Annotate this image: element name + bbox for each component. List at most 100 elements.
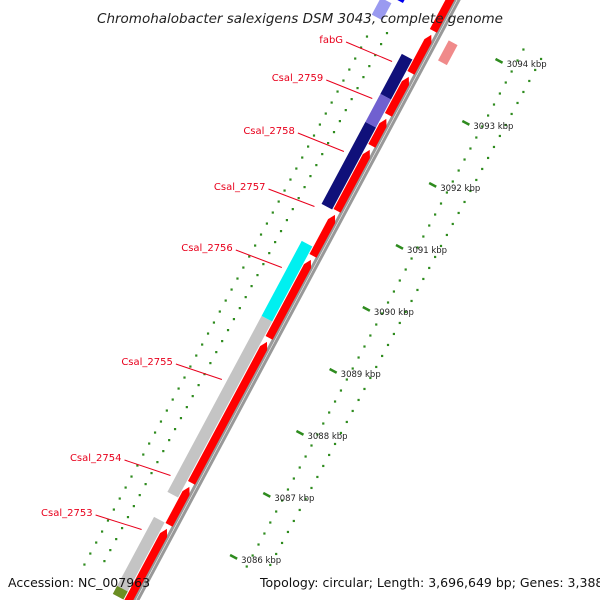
scale-dot	[112, 508, 115, 511]
scale-dot	[183, 376, 186, 379]
scale-dot	[498, 92, 501, 95]
scale-dot	[153, 431, 157, 434]
scale-dot	[103, 560, 106, 563]
scale-dot	[463, 158, 466, 161]
gene-block	[371, 0, 392, 21]
leader-line	[235, 249, 282, 268]
scale-dot	[498, 134, 501, 138]
scale-dot	[179, 417, 183, 420]
scale-dot	[534, 68, 537, 72]
scale-tick	[362, 305, 371, 312]
scale-tick-label: 3094 kbp	[507, 60, 547, 70]
scale-dot	[126, 516, 130, 519]
gene-label: Csal_2754	[70, 453, 122, 464]
scale-dot	[118, 497, 121, 500]
scale-dot	[504, 81, 507, 84]
scale-dot	[463, 200, 466, 204]
scale-dot	[120, 527, 124, 530]
scale-dot	[124, 486, 127, 489]
scale-dot	[142, 453, 145, 456]
scale-dot	[338, 120, 341, 123]
scale-dot	[298, 466, 301, 469]
scale-tick	[262, 491, 271, 498]
gene-arrow	[429, 0, 455, 33]
scale-dot	[356, 87, 359, 90]
scale-dot	[451, 222, 454, 226]
backbone-line	[136, 0, 461, 600]
gene-arrow	[309, 214, 336, 258]
scale-tick-label: 3090 kbp	[374, 308, 414, 318]
scale-dot	[369, 334, 372, 337]
leader-line	[326, 79, 373, 99]
scale-dot	[327, 142, 330, 145]
scale-dots	[83, 32, 543, 568]
gene-arrow	[384, 76, 410, 117]
scale-dot	[422, 235, 425, 238]
scale-tick-label: 3088 kbp	[307, 432, 347, 442]
scale-dot	[162, 450, 165, 453]
scale-dot	[245, 565, 248, 568]
gene-arrow	[368, 118, 387, 148]
scale-dot	[321, 153, 324, 156]
scale-dot	[309, 175, 312, 178]
scale-dot	[359, 46, 363, 49]
scale-dot	[315, 164, 318, 167]
scale-dot	[286, 488, 290, 491]
scale-dot	[259, 233, 263, 236]
scale-dot	[150, 472, 153, 475]
scale-dot	[298, 508, 301, 512]
gene-block	[397, 0, 405, 4]
scale-dot	[159, 420, 163, 423]
scale-dot	[410, 257, 413, 260]
label-leader-lines	[95, 41, 393, 530]
scale-dot	[109, 549, 112, 552]
scale-dot	[301, 156, 304, 159]
scale-dot	[106, 519, 110, 522]
scale-dot	[230, 288, 233, 291]
scale-dot	[232, 318, 236, 321]
leader-line	[175, 363, 223, 380]
scale-dot	[292, 519, 295, 523]
scale-dot	[333, 400, 337, 403]
scale-dot	[345, 378, 348, 381]
scale-dot	[289, 178, 292, 181]
gene-block	[438, 40, 458, 66]
scale-dot	[269, 563, 272, 567]
gene-arrow	[333, 149, 370, 213]
scale-dot	[398, 321, 401, 325]
scale-dot	[381, 312, 384, 315]
scale-dot	[100, 530, 104, 533]
scale-dot	[277, 200, 280, 203]
scale-dot	[487, 114, 490, 117]
scale-dot	[291, 208, 294, 211]
scale-dot	[385, 32, 389, 35]
scale-dot	[379, 43, 383, 46]
scale-dot	[351, 409, 354, 413]
scale-dot	[492, 145, 496, 149]
scale-dot	[89, 552, 92, 555]
gene-block	[112, 516, 165, 600]
scale-dot	[336, 90, 339, 93]
scale-dot	[165, 409, 168, 412]
scale-dot	[280, 541, 284, 545]
accession-text: Accession: NC_007963	[8, 575, 150, 590]
leader-line	[268, 188, 315, 207]
scale-dot	[271, 211, 274, 214]
gene-labels: fabG Csal_2759 Csal_2758 Csal_2757 Csal_2756…	[41, 35, 343, 519]
scale-dot	[357, 398, 360, 402]
scale-dot	[256, 274, 259, 277]
backbone-line	[132, 0, 457, 600]
scale-dot	[475, 136, 478, 139]
scale-dot	[398, 279, 401, 282]
scale-dot	[469, 147, 472, 150]
scale-dot	[492, 103, 496, 106]
scale-tick	[428, 181, 437, 188]
scale-dot	[363, 387, 366, 391]
scale-dot	[130, 475, 133, 478]
scale-dot	[197, 384, 200, 387]
scale-dot	[285, 219, 289, 222]
scale-tick	[295, 429, 305, 436]
scale-dot	[375, 323, 378, 326]
scale-dot	[522, 48, 525, 51]
